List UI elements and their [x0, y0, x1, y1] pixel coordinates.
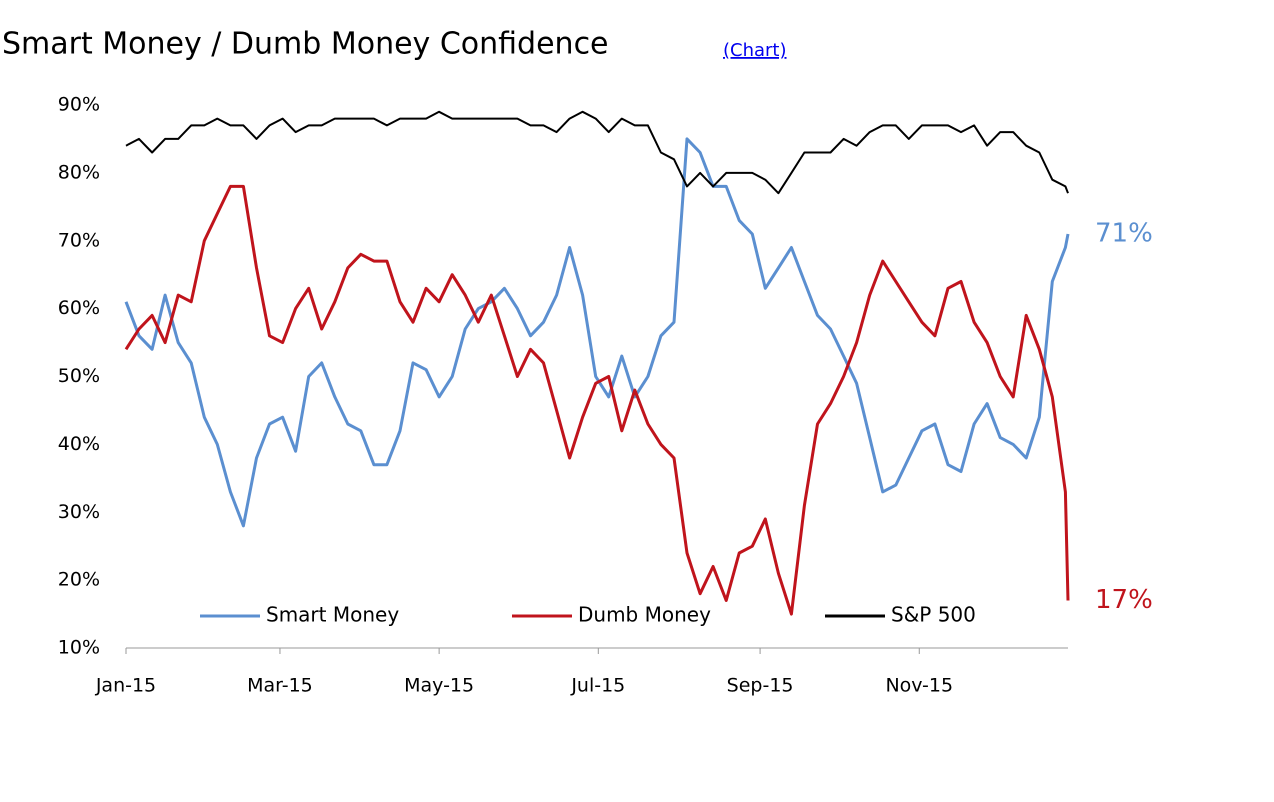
x-tick-label: Sep-15 — [727, 675, 794, 697]
legend-label: S&P 500 — [891, 603, 976, 627]
y-tick-label: 50% — [58, 365, 100, 387]
y-tick-label: 90% — [58, 94, 100, 116]
y-tick-label: 80% — [58, 161, 100, 183]
series-line — [124, 137, 1070, 528]
y-tick-label: 60% — [58, 297, 100, 319]
series-line — [125, 110, 1069, 195]
end-label: 17% — [1095, 585, 1153, 615]
x-tick-label: Nov-15 — [885, 675, 953, 697]
series-line — [124, 184, 1070, 616]
x-tick-label: Jan-15 — [95, 675, 156, 697]
legend-label: Smart Money — [266, 603, 399, 627]
end-label: 71% — [1095, 218, 1153, 248]
y-tick-label: 70% — [58, 229, 100, 251]
y-tick-label: 40% — [58, 433, 100, 455]
legend-label: Dumb Money — [578, 603, 711, 627]
y-tick-label: 20% — [58, 569, 100, 591]
y-tick-label: 30% — [58, 501, 100, 523]
x-tick-label: Jul-15 — [570, 675, 625, 697]
chart-link[interactable]: (Chart) — [723, 40, 787, 61]
y-tick-label: 10% — [58, 637, 100, 659]
x-tick-label: May-15 — [404, 675, 474, 697]
x-tick-label: Mar-15 — [247, 675, 313, 697]
chart-title: Smart Money / Dumb Money Confidence — [2, 27, 609, 62]
